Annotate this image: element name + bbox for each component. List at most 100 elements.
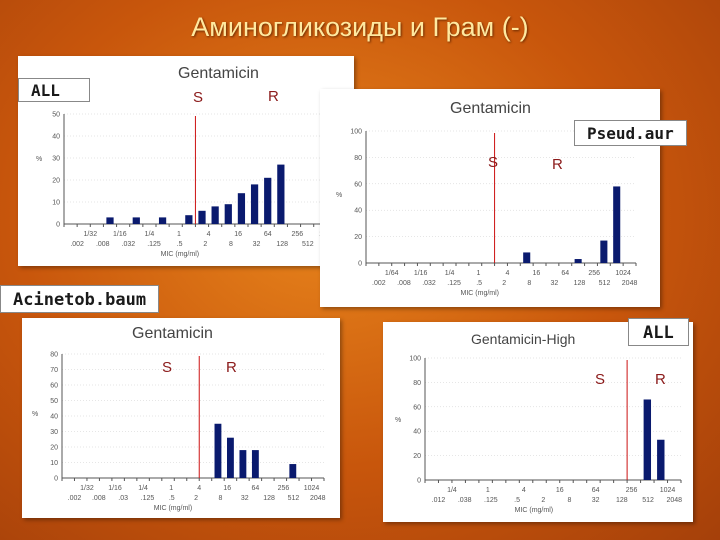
x-tick-label: 8 xyxy=(218,495,222,502)
tag-pseud-aur: Pseud.aur xyxy=(574,120,687,146)
y-tick-label: 100 xyxy=(409,356,421,363)
x-tick-label: .125 xyxy=(484,497,498,504)
y-tick-label: 0 xyxy=(56,222,60,229)
x-tick-label: 2048 xyxy=(622,280,638,287)
y-axis-label: % xyxy=(336,192,342,199)
x-tick-label: 128 xyxy=(263,495,275,502)
r-label: R xyxy=(268,88,279,105)
x-tick-label: 1/32 xyxy=(83,231,97,238)
r-label: R xyxy=(226,359,237,376)
x-tick-label: .008 xyxy=(397,280,411,287)
tag-all-bottom: ALL xyxy=(628,318,689,346)
x-tick-label: 4 xyxy=(505,270,509,277)
y-tick-label: 60 xyxy=(50,383,58,390)
bar xyxy=(613,186,621,263)
x-tick-label: 128 xyxy=(574,280,586,287)
x-tick-label: 1/16 xyxy=(113,231,127,238)
x-tick-label: 1 xyxy=(477,270,481,277)
x-tick-label: .125 xyxy=(141,495,155,502)
bar xyxy=(250,184,259,224)
x-tick-label: 1/64 xyxy=(385,270,399,277)
bar xyxy=(132,217,140,224)
x-tick-label: 1024 xyxy=(304,485,320,492)
x-tick-label: 4 xyxy=(197,485,201,492)
slide-title: Аминогликозиды и Грам (-) xyxy=(191,12,529,42)
x-tick-label: 1/4 xyxy=(447,487,457,494)
bar xyxy=(214,423,222,478)
bar xyxy=(277,164,285,224)
y-tick-label: 10 xyxy=(52,200,60,207)
r-label: R xyxy=(655,371,666,388)
y-axis-label: % xyxy=(32,411,38,418)
x-tick-label: 1 xyxy=(169,485,173,492)
chart-panel-gentamicin-high: Gentamicin-High 0 20 40 60 80 100 1/4 1 4 16 64 256 1… xyxy=(383,322,693,522)
x-tick-label: 256 xyxy=(291,231,303,238)
chart-svg: Gentamicin-High 0 20 40 60 80 100 1/4 1 4 16 64 256 1… xyxy=(395,331,682,514)
x-tick-label: 512 xyxy=(599,280,611,287)
y-tick-label: 80 xyxy=(354,155,362,162)
bar xyxy=(224,204,232,224)
y-tick-label: 40 xyxy=(52,134,60,141)
bar xyxy=(289,464,297,478)
bar xyxy=(237,193,246,224)
y-axis-label: % xyxy=(395,417,401,424)
bar xyxy=(657,439,665,480)
x-tick-label: 8 xyxy=(527,280,531,287)
r-label: R xyxy=(552,156,563,173)
tag-acinetob-baum: Acinetob.baum xyxy=(0,285,160,313)
x-tick-label: 2048 xyxy=(666,497,682,504)
y-tick-label: 30 xyxy=(50,429,58,436)
chart-title: Gentamicin xyxy=(178,65,259,82)
x-tick-label: 2048 xyxy=(310,495,326,502)
x-tick-label: .125 xyxy=(447,280,461,287)
x-tick-label: 1024 xyxy=(615,270,631,277)
bar xyxy=(226,437,234,478)
bar xyxy=(523,252,531,263)
x-tick-label: 512 xyxy=(288,495,300,502)
x-tick-label: 1 xyxy=(486,487,490,494)
x-tick-label: .002 xyxy=(68,495,82,502)
x-tick-label: 16 xyxy=(532,270,540,277)
x-tick-label: 32 xyxy=(550,280,558,287)
x-tick-label: 64 xyxy=(264,231,272,238)
x-tick-label: 512 xyxy=(302,241,314,248)
x-tick-label: 32 xyxy=(241,495,249,502)
x-tick-label: 1/4 xyxy=(145,231,155,238)
x-tick-label: .038 xyxy=(458,497,472,504)
chart-title: Gentamicin xyxy=(132,325,213,342)
x-tick-label: .5 xyxy=(169,495,175,502)
chart-title: Gentamicin-High xyxy=(471,331,575,347)
y-tick-label: 70 xyxy=(50,367,58,374)
x-axis-label: MIC (mg/ml) xyxy=(161,251,200,258)
bar xyxy=(574,259,582,263)
x-tick-label: 2 xyxy=(194,495,198,502)
x-tick-label: .008 xyxy=(92,495,106,502)
x-tick-label: 1/16 xyxy=(414,270,428,277)
y-tick-label: 60 xyxy=(413,404,421,411)
y-tick-label: 100 xyxy=(350,129,362,136)
s-label: S xyxy=(193,89,203,106)
x-tick-label: 2 xyxy=(541,497,545,504)
x-tick-label: 128 xyxy=(616,497,628,504)
x-tick-label: 1/4 xyxy=(138,485,148,492)
chart-panel-gentamicin-all: Gentamicin 0 10 20 30 40 50 1/32 1/16 1/4 1 4 16 64 25… xyxy=(18,56,354,266)
x-tick-label: 32 xyxy=(253,241,261,248)
y-tick-label: 0 xyxy=(358,261,362,268)
y-tick-label: 20 xyxy=(354,234,362,241)
x-tick-label: 256 xyxy=(278,485,290,492)
x-tick-label: .5 xyxy=(177,241,183,248)
y-tick-label: 40 xyxy=(50,414,58,421)
x-tick-label: 4 xyxy=(207,231,211,238)
x-tick-label: 2 xyxy=(203,241,207,248)
y-axis-label: % xyxy=(36,156,42,163)
x-tick-label: 1/4 xyxy=(445,270,455,277)
x-tick-label: .002 xyxy=(70,241,84,248)
chart-title: Gentamicin xyxy=(450,100,531,117)
x-tick-label: .5 xyxy=(476,280,482,287)
x-tick-label: 1/32 xyxy=(80,485,94,492)
x-tick-label: 64 xyxy=(592,487,600,494)
x-tick-label: 32 xyxy=(592,497,600,504)
bar xyxy=(264,177,272,224)
y-tick-label: 50 xyxy=(50,398,58,405)
